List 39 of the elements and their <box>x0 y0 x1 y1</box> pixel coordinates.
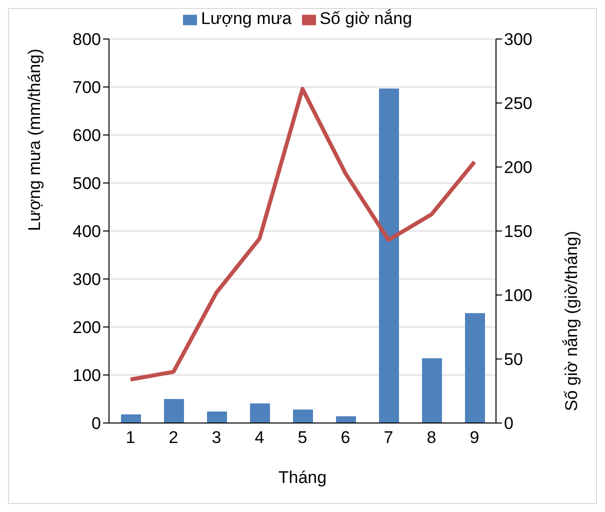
legend-label: Số giờ nắng <box>320 9 412 28</box>
y-axis-title: Lượng mưa (mm/tháng) <box>25 48 44 231</box>
bar <box>293 410 313 423</box>
bar <box>164 399 184 423</box>
line-series <box>128 86 476 382</box>
y2-tick-label: 250 <box>504 94 532 114</box>
x-axis-title: Tháng <box>278 468 327 487</box>
x-tick-label: 9 <box>470 428 480 448</box>
y-tick-label: 700 <box>72 78 101 98</box>
x-tick-label: 7 <box>384 428 394 448</box>
y-tick-label: 300 <box>72 270 101 290</box>
x-tick-label: 5 <box>298 428 308 448</box>
x-tick-label: 4 <box>254 428 264 448</box>
x-tick-label: 8 <box>426 428 436 448</box>
y-tick-label: 100 <box>72 366 101 386</box>
x-tick-label: 6 <box>340 428 350 448</box>
bar <box>379 88 399 423</box>
x-tick-label: 3 <box>212 428 222 448</box>
x-tick-label: 1 <box>126 428 136 448</box>
y-tick-label: 500 <box>72 174 101 194</box>
bar <box>121 414 141 423</box>
bar <box>465 313 485 423</box>
y-tick-label: 0 <box>92 414 101 434</box>
bar <box>422 358 442 423</box>
y2-tick-label: 50 <box>504 350 523 370</box>
y-tick-label: 600 <box>72 126 101 146</box>
y2-axis-title: Số giờ nắng (giờ/tháng) <box>562 231 582 412</box>
y-tick-label: 800 <box>72 30 101 50</box>
y-tick-label: 200 <box>72 318 101 338</box>
y2-tick-label: 100 <box>504 286 532 306</box>
x-tick-label: 2 <box>168 428 178 448</box>
y2-tick-label: 200 <box>504 158 532 178</box>
bar <box>207 411 227 423</box>
y2-tick-label: 300 <box>504 30 532 50</box>
y2-tick-label: 0 <box>504 414 514 434</box>
y2-tick-label: 150 <box>504 222 532 242</box>
bar <box>250 403 270 423</box>
legend-label: Lượng mưa <box>200 9 292 28</box>
y-tick-label: 400 <box>72 222 101 242</box>
